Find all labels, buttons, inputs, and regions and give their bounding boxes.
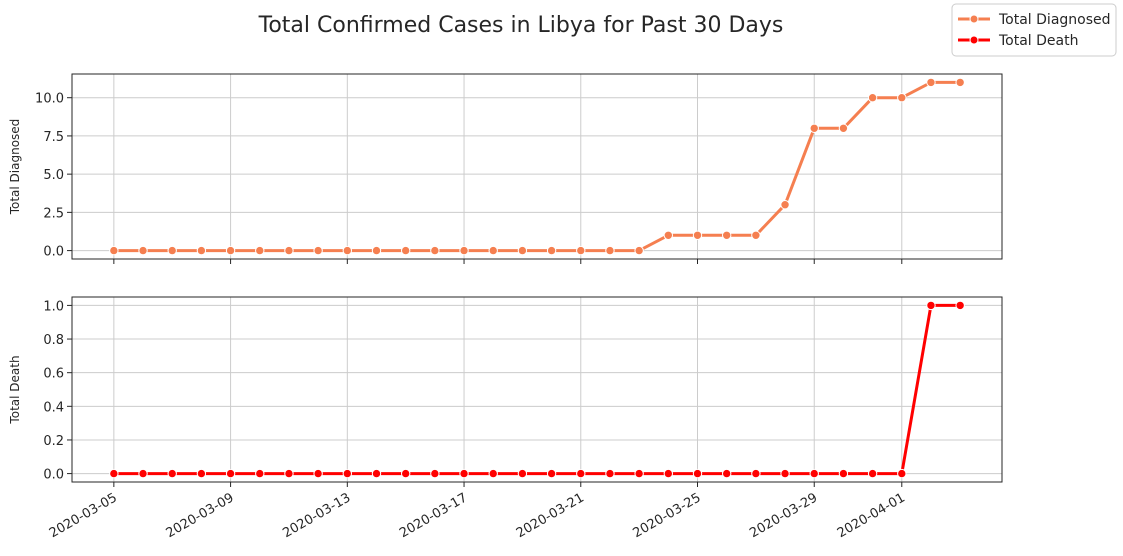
axes-frame	[71, 73, 1003, 260]
data-point	[692, 468, 703, 479]
data-point	[576, 245, 586, 256]
x-tick-label: 2020-04-01	[835, 490, 908, 541]
data-point	[546, 245, 557, 256]
x-tick-label: 2020-03-25	[631, 490, 704, 541]
data-point	[517, 468, 528, 479]
data-point	[342, 468, 353, 479]
data-point	[488, 468, 498, 479]
data-point	[167, 468, 177, 479]
panel-total-diagnosed: 0.0 2.5 5.0 7.5 10.0 Total Diagnosed	[8, 73, 1003, 264]
y-axis-label: Total Diagnosed	[8, 119, 22, 216]
data-point	[809, 123, 819, 133]
data-point	[867, 468, 878, 479]
y-tick-label: 0.4	[43, 400, 64, 415]
legend-entry-diagnosed: Total Diagnosed	[958, 12, 1111, 28]
chart-title: Total Confirmed Cases in Libya for Past …	[258, 13, 784, 38]
data-point	[196, 245, 207, 256]
y-tick-label: 5.0	[43, 168, 64, 183]
data-point	[809, 468, 819, 479]
panel-total-death: 0.0 0.2 0.4 0.6 0.8 1.0 2020-03-05 2020-03-09 20…	[8, 296, 1003, 541]
y-tick-label: 0.6	[43, 367, 64, 382]
data-point	[313, 245, 323, 256]
data-point	[225, 245, 236, 256]
y-axis-label: Total Death	[8, 355, 22, 424]
data-point	[955, 77, 965, 88]
series-line-total-diagnosed	[112, 80, 962, 253]
data-point	[780, 468, 790, 479]
x-tick-label: 2020-03-13	[280, 490, 353, 541]
data-point	[313, 468, 323, 479]
y-tick-label: 0.8	[43, 333, 64, 348]
series-line-total-death	[112, 303, 962, 476]
y-tick-label: 2.5	[43, 206, 64, 221]
data-point	[546, 468, 557, 479]
data-point	[634, 468, 644, 479]
data-point	[138, 468, 148, 479]
data-point	[663, 468, 674, 479]
data-point	[634, 245, 644, 256]
data-point	[955, 300, 965, 311]
data-point	[488, 245, 498, 256]
legend: Total Diagnosed Total Death	[951, 3, 1117, 57]
y-tick-label: 10.0	[35, 92, 64, 107]
plot-area	[72, 74, 1002, 259]
legend-label-diagnosed: Total Diagnosed	[998, 12, 1111, 28]
y-tick-label: 0.2	[43, 434, 64, 449]
data-point	[663, 230, 674, 241]
data-point	[225, 468, 236, 479]
data-point	[371, 468, 382, 479]
data-point	[867, 92, 878, 103]
data-point	[751, 468, 761, 479]
data-point	[138, 245, 148, 256]
y-tick-label: 0.0	[43, 245, 64, 260]
data-point	[167, 245, 177, 256]
data-point	[459, 468, 469, 479]
data-point	[926, 300, 936, 311]
data-point	[430, 245, 440, 256]
legend-entry-death: Total Death	[958, 33, 1078, 49]
data-point	[400, 468, 411, 479]
data-point	[751, 230, 761, 241]
plot-area	[72, 297, 1002, 482]
legend-marker-death	[969, 35, 979, 45]
data-point	[517, 245, 528, 256]
axes-frame	[71, 296, 1003, 483]
x-tick-label: 2020-03-05	[47, 490, 120, 541]
data-point	[838, 468, 849, 479]
data-point	[284, 468, 294, 479]
data-point	[897, 468, 907, 479]
data-point	[284, 245, 294, 256]
data-point	[692, 230, 703, 241]
data-point	[109, 468, 119, 479]
data-point	[605, 245, 615, 256]
data-point	[196, 468, 207, 479]
legend-marker-diagnosed	[969, 14, 979, 24]
data-point	[342, 245, 353, 256]
data-point	[459, 245, 469, 256]
legend-label-death: Total Death	[998, 33, 1078, 49]
data-point	[255, 468, 265, 479]
data-point	[721, 230, 732, 241]
y-tick-label: 7.5	[43, 130, 64, 145]
x-tick-label: 2020-03-21	[514, 490, 587, 541]
data-point	[605, 468, 615, 479]
data-point	[838, 123, 849, 133]
data-point	[255, 245, 265, 256]
x-tick-label: 2020-03-29	[747, 490, 820, 541]
data-point	[576, 468, 586, 479]
data-point	[926, 77, 936, 88]
data-point	[109, 245, 119, 256]
data-point	[400, 245, 411, 256]
y-tick-label: 0.0	[43, 468, 64, 483]
data-point	[430, 468, 440, 479]
y-tick-label: 1.0	[43, 299, 64, 314]
data-point	[897, 92, 907, 103]
data-point	[721, 468, 732, 479]
data-point	[780, 200, 790, 210]
legend-frame	[951, 3, 1117, 57]
x-tick-label: 2020-03-09	[164, 490, 237, 541]
data-point	[371, 245, 382, 256]
x-tick-label: 2020-03-17	[397, 490, 470, 541]
